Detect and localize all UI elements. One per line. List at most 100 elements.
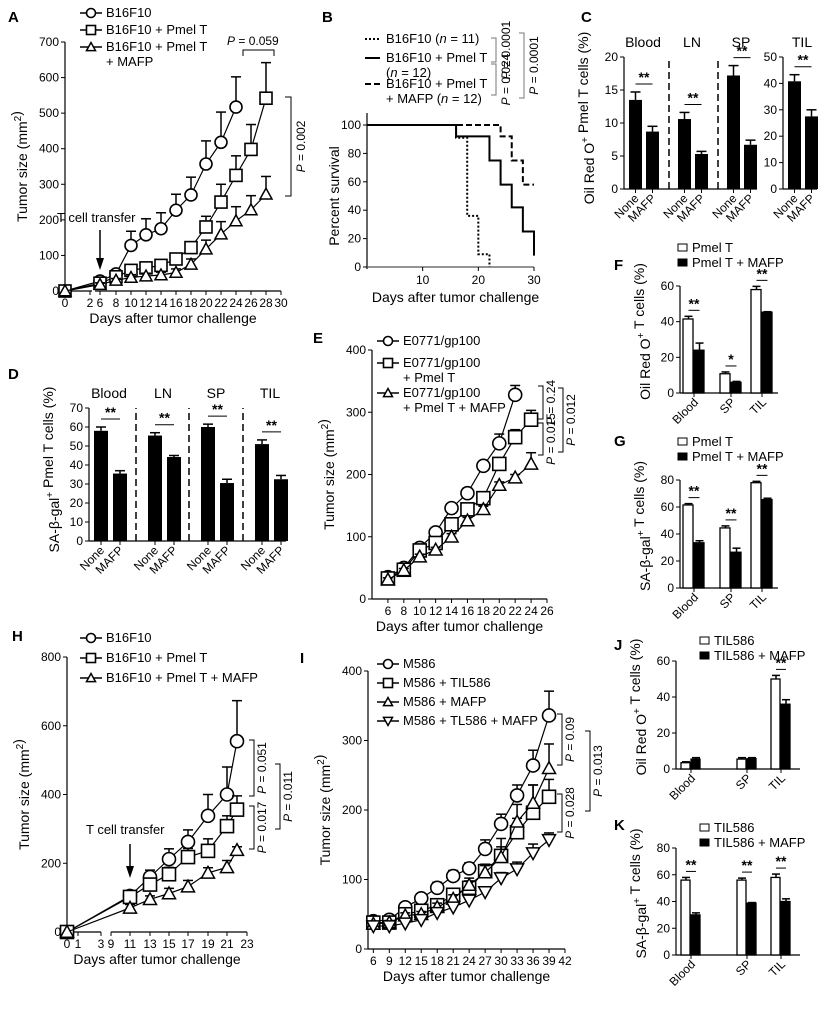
y-tick-label: 0 bbox=[667, 581, 674, 595]
panel-g: G 0 20 40 60 80 SA-β-gal+ T cells (%) Pmel TPme… bbox=[614, 433, 784, 622]
legend-marker bbox=[382, 658, 394, 670]
legend-marker bbox=[382, 386, 394, 398]
legend-marker bbox=[85, 40, 97, 52]
data-point bbox=[219, 787, 235, 802]
legend-item-1: E0771/gp100+ Pmel T bbox=[377, 355, 480, 385]
data-point bbox=[214, 135, 228, 150]
bar bbox=[770, 678, 781, 770]
y-tick-label: 0 bbox=[770, 182, 777, 196]
significance-stars: * bbox=[728, 351, 734, 367]
y-tick-label: 50 bbox=[764, 50, 778, 64]
data-point bbox=[229, 100, 243, 114]
panel-label: D bbox=[8, 366, 19, 383]
y-tick-label: 5 bbox=[611, 149, 618, 163]
p-bracket-1-line bbox=[557, 713, 563, 766]
data-point bbox=[541, 708, 557, 723]
legend-swatch-filled bbox=[699, 651, 710, 660]
y-tick-label: 0 bbox=[54, 925, 61, 939]
y-tick-label: 400 bbox=[346, 343, 366, 357]
bar bbox=[629, 99, 642, 189]
legend-label-line: + Pmel T + MAFP bbox=[403, 400, 506, 415]
legend-item-0: B16F10 bbox=[80, 5, 152, 20]
annotation-text: T cell transfer bbox=[86, 822, 165, 837]
legend-label: E0771/gp100 bbox=[403, 333, 480, 348]
y-tick-label: 400 bbox=[41, 788, 61, 802]
bar bbox=[693, 349, 705, 394]
significance-stars: ** bbox=[689, 295, 700, 311]
panel-label: A bbox=[8, 9, 19, 26]
data-point bbox=[493, 849, 509, 864]
bar bbox=[746, 757, 757, 770]
legend-item-0: TIL586 bbox=[699, 633, 754, 648]
legend-label: B16F10 + Pmel T bbox=[106, 22, 207, 37]
panel-label: J bbox=[614, 637, 622, 654]
x-tick-label: 0 bbox=[64, 937, 71, 951]
y-tick-label: 15 bbox=[605, 83, 619, 97]
survival-curve-1 bbox=[367, 124, 535, 256]
legend-label: M586 + TIL586 bbox=[403, 675, 491, 690]
series-line bbox=[387, 419, 532, 579]
x-tick-label: 28 bbox=[259, 296, 273, 310]
arrow-head-icon bbox=[96, 258, 104, 270]
y-axis-label: Tumor size (mm2) bbox=[8, 111, 30, 222]
significance-stars: ** bbox=[737, 43, 748, 59]
legend-label: TIL586 bbox=[714, 820, 754, 835]
bar bbox=[255, 444, 269, 541]
y-tick-label: 300 bbox=[342, 734, 362, 748]
data-point bbox=[429, 880, 445, 896]
data-point bbox=[413, 890, 429, 906]
x-tick-label: 14 bbox=[154, 296, 168, 310]
series-2 bbox=[59, 842, 245, 938]
data-point bbox=[169, 203, 183, 218]
significance-stars: ** bbox=[686, 856, 697, 872]
legend-swatch-open bbox=[677, 437, 688, 446]
bar bbox=[682, 318, 694, 394]
y-axis-label: Oil Red O+ Pmel T cells (%) bbox=[575, 32, 597, 205]
p-bracket-2: P = 0.024 bbox=[491, 53, 513, 105]
legend-marker bbox=[85, 632, 97, 644]
x-tick-label: 15 bbox=[415, 954, 429, 968]
data-point bbox=[180, 849, 196, 865]
legend-label-line: E0771/gp100 bbox=[403, 385, 480, 400]
x-tick-label: 1 bbox=[75, 937, 82, 951]
bar bbox=[736, 879, 747, 956]
y-tick-label: 0 bbox=[667, 386, 674, 400]
legend-marker bbox=[382, 357, 394, 369]
p-bracket-right: P = 0.002 bbox=[285, 96, 308, 197]
data-point bbox=[525, 847, 541, 862]
x-tick-label: 27 bbox=[478, 954, 492, 968]
data-point bbox=[138, 268, 154, 282]
data-point bbox=[161, 866, 177, 882]
series-2 bbox=[365, 743, 557, 930]
series-2 bbox=[57, 175, 274, 297]
data-point bbox=[493, 816, 509, 832]
significance-stars: ** bbox=[757, 460, 768, 476]
series-line bbox=[373, 715, 550, 922]
x-tick-label: SP bbox=[733, 771, 754, 792]
y-tick-label: 100 bbox=[341, 118, 361, 132]
x-tick-label: 17 bbox=[181, 937, 195, 951]
survival-curve-0 bbox=[367, 124, 491, 267]
panel-label: B bbox=[322, 9, 333, 26]
legend-item-3: M586 + TL586 + MAFP bbox=[377, 713, 538, 728]
legend-label-line: M586 + TL586 + MAFP bbox=[403, 713, 538, 728]
data-point bbox=[219, 818, 235, 834]
panel-label: F bbox=[614, 257, 623, 274]
x-tick-label: 12 bbox=[429, 604, 443, 618]
x-tick-label: 26 bbox=[540, 604, 554, 618]
x-tick-label: 26 bbox=[244, 296, 258, 310]
y-axis-label: Tumor size (mm2) bbox=[311, 755, 333, 866]
x-tick-label: 30 bbox=[494, 954, 508, 968]
p-bracket-1-line bbox=[538, 385, 544, 420]
data-point bbox=[59, 923, 75, 938]
p-value-label: P = 0.0001 bbox=[499, 20, 513, 79]
legend-item-1: B16F10 + Pmel T bbox=[80, 650, 207, 665]
series-1 bbox=[380, 409, 539, 586]
data-point bbox=[461, 877, 477, 892]
panel-i: I 0 100 200 300 400 6 9 12 15 18 21 24 27 30 33 36 39 42 Da… bbox=[300, 650, 605, 984]
y-tick-label: 10 bbox=[605, 116, 619, 130]
legend-label: M586 bbox=[403, 656, 436, 671]
x-tick-label: Blood bbox=[670, 590, 702, 622]
legend-label: B16F10 + Pmel T+ MAFP bbox=[106, 39, 207, 69]
legend-label: Pmel T bbox=[692, 240, 733, 255]
